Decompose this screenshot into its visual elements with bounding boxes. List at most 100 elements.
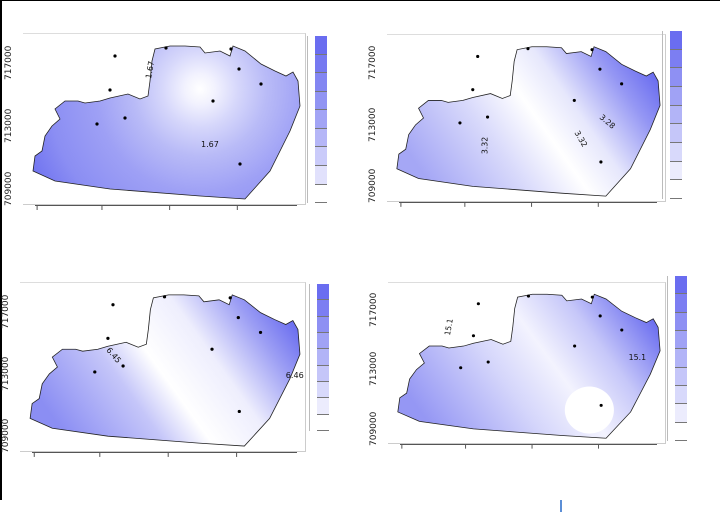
color-legend	[675, 276, 687, 441]
sample-point	[106, 336, 110, 340]
legend-swatch	[317, 365, 329, 382]
legend-swatch	[315, 128, 327, 148]
y-tick-label: 717000	[369, 292, 379, 328]
sample-point	[259, 82, 263, 86]
y-tick-label: 713000	[369, 352, 379, 387]
legend-axis	[309, 284, 310, 431]
x-axis	[32, 452, 297, 453]
legend-swatch	[317, 284, 329, 301]
x-axis	[400, 444, 657, 445]
contour-label: 1.67	[201, 140, 219, 149]
sample-point	[486, 360, 490, 364]
y-tick-label: 713000	[1, 356, 11, 391]
y-tick-label: 717000	[368, 45, 378, 81]
y-tick-label: 713000	[368, 107, 378, 142]
y-tick-label: 709000	[1, 418, 11, 453]
sample-point	[572, 98, 576, 102]
sample-point	[458, 121, 462, 125]
contour-plot-1: 1.67 1.67	[23, 33, 306, 210]
legend-swatch	[670, 124, 682, 144]
contour-label: 3.32	[481, 137, 490, 154]
contour-plot-2: 3.32 3.32 3.28	[387, 34, 666, 207]
y-tick-label: 717000	[1, 294, 11, 329]
sample-point	[164, 46, 168, 50]
sample-point	[258, 330, 263, 334]
legend-swatch	[317, 414, 329, 431]
legend-swatch	[670, 31, 682, 50]
sample-point	[590, 295, 594, 299]
sample-point	[471, 334, 476, 338]
sample-point	[485, 115, 490, 119]
legend-axis	[667, 276, 668, 441]
sample-point	[476, 54, 480, 59]
sample-point	[162, 295, 167, 299]
legend-swatch	[315, 165, 327, 185]
legend-swatch	[675, 349, 687, 368]
sample-point	[620, 82, 624, 86]
legend-swatch	[670, 161, 682, 181]
legend-swatch	[670, 87, 682, 106]
sample-point	[599, 403, 603, 407]
text-cursor	[560, 500, 562, 512]
sample-point	[93, 370, 97, 374]
study-area-region	[29, 294, 301, 447]
legend-swatch	[670, 105, 682, 125]
legend-swatch	[317, 316, 329, 333]
legend-swatch	[317, 381, 329, 399]
y-tick-label: 709000	[369, 411, 379, 446]
sample-point	[598, 67, 602, 71]
legend-swatch	[317, 300, 329, 317]
sample-point	[620, 328, 624, 332]
color-legend	[317, 284, 329, 431]
sample-point	[229, 47, 233, 51]
color-legend	[670, 31, 682, 200]
sample-point	[237, 409, 241, 414]
y-tick-label: 709000	[368, 168, 378, 204]
sample-point	[228, 296, 232, 300]
sample-point	[238, 162, 242, 166]
sample-point	[111, 303, 115, 307]
study-area-region	[397, 293, 661, 439]
sample-point	[108, 88, 112, 92]
contour-label: 15.1	[629, 353, 647, 362]
legend-swatch	[670, 68, 682, 88]
contour-label: 6.46	[286, 371, 304, 380]
sample-point	[471, 88, 475, 92]
sample-point	[237, 67, 241, 71]
sample-point	[598, 314, 602, 318]
y-tick-label: 713000	[4, 108, 14, 143]
contour-label: 15.1	[443, 318, 455, 336]
contour-plot-3: 6.45 6.46	[20, 282, 306, 457]
contour-plot-4: 15.1 15.1	[388, 282, 666, 449]
legend-swatch	[317, 398, 329, 415]
legend-swatch	[675, 294, 687, 313]
legend-swatch	[670, 180, 682, 200]
legend-swatch	[675, 276, 687, 295]
sample-point	[526, 47, 530, 51]
sample-point	[573, 344, 577, 348]
sample-point	[211, 99, 215, 103]
legend-swatch	[670, 143, 682, 162]
sample-point	[526, 294, 531, 298]
legend-axis	[662, 31, 663, 199]
y-tick-label: 717000	[4, 45, 14, 80]
sample-point	[95, 122, 99, 126]
legend-swatch	[315, 73, 327, 92]
sample-point	[459, 366, 463, 370]
study-area-region	[32, 45, 301, 200]
y-tick-label: 709000	[4, 171, 14, 206]
contour-label: 1.67	[144, 60, 156, 79]
legend-swatch	[675, 367, 687, 386]
legend-swatch	[675, 312, 687, 331]
legend-swatch	[675, 404, 687, 423]
sample-point	[113, 54, 117, 58]
legend-swatch	[317, 349, 329, 366]
top-border	[0, 0, 720, 1]
legend-swatch	[670, 49, 682, 69]
legend-axis	[307, 36, 308, 203]
legend-swatch	[317, 332, 329, 350]
left-border	[0, 0, 2, 500]
sample-point	[599, 160, 603, 164]
legend-swatch	[315, 147, 327, 166]
legend-swatch	[675, 422, 687, 441]
